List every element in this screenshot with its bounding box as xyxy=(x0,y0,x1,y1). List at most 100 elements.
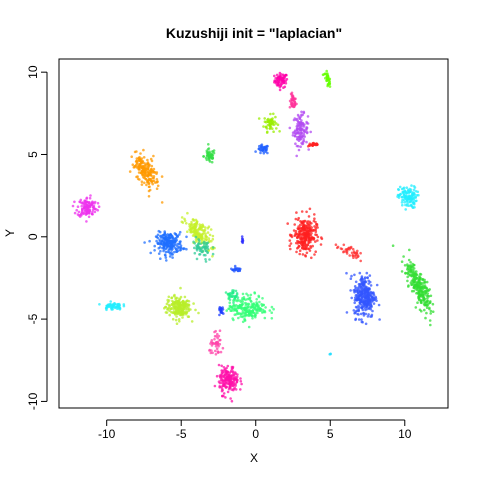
data-point xyxy=(270,311,274,315)
data-point xyxy=(305,126,309,130)
data-point xyxy=(88,196,92,200)
data-point xyxy=(227,373,230,377)
data-point xyxy=(363,287,366,291)
data-point xyxy=(410,184,413,187)
data-point xyxy=(418,308,422,312)
data-point xyxy=(146,158,149,162)
data-point xyxy=(431,310,435,314)
data-point xyxy=(300,242,303,246)
data-point xyxy=(278,130,281,133)
data-point xyxy=(308,142,312,146)
data-point xyxy=(205,154,209,158)
data-point xyxy=(85,209,88,212)
data-point xyxy=(173,306,177,310)
data-point xyxy=(275,127,278,130)
data-point xyxy=(268,122,272,126)
data-point xyxy=(146,175,150,178)
data-point xyxy=(185,222,188,225)
chart-title: Kuzushiji init = "laplacian" xyxy=(166,25,342,41)
data-point xyxy=(210,344,214,347)
data-point xyxy=(351,254,355,257)
data-point xyxy=(300,119,303,122)
data-point xyxy=(176,242,179,246)
data-point xyxy=(321,73,325,77)
data-point xyxy=(195,220,199,223)
data-point xyxy=(304,254,308,258)
data-point xyxy=(173,240,177,243)
data-point xyxy=(241,315,245,318)
data-point xyxy=(206,251,209,255)
data-point xyxy=(87,210,91,213)
data-point xyxy=(213,337,216,341)
data-point xyxy=(400,270,404,273)
data-point xyxy=(164,250,168,254)
data-point xyxy=(313,217,316,220)
data-point xyxy=(406,275,410,279)
data-point xyxy=(274,79,277,83)
data-point xyxy=(412,185,416,188)
data-point xyxy=(299,132,303,135)
data-point xyxy=(406,272,410,276)
data-point xyxy=(155,187,159,190)
data-point xyxy=(179,246,182,249)
data-point xyxy=(183,217,186,221)
data-point xyxy=(177,318,181,321)
data-point xyxy=(417,295,420,299)
data-point xyxy=(261,149,265,152)
data-point xyxy=(223,368,226,372)
data-point xyxy=(263,117,267,120)
data-point xyxy=(194,225,198,229)
data-point xyxy=(218,342,222,346)
data-point xyxy=(423,300,426,304)
data-point xyxy=(239,388,242,391)
data-point xyxy=(147,177,151,181)
data-point xyxy=(431,302,435,306)
data-point xyxy=(345,271,348,275)
data-point xyxy=(284,73,288,77)
data-point xyxy=(414,277,418,281)
data-point xyxy=(155,171,159,174)
data-point xyxy=(311,236,315,240)
data-point xyxy=(410,289,414,293)
data-point xyxy=(354,311,357,315)
data-point xyxy=(191,218,195,221)
data-point xyxy=(272,307,275,311)
data-point xyxy=(368,307,371,310)
data-point xyxy=(213,330,216,334)
data-point xyxy=(182,305,186,309)
data-point xyxy=(353,291,356,294)
data-point xyxy=(200,250,203,254)
data-point xyxy=(302,228,305,231)
data-point xyxy=(401,191,405,194)
data-point xyxy=(173,250,176,254)
data-point xyxy=(155,239,158,243)
data-point xyxy=(419,300,423,303)
data-point xyxy=(309,237,312,241)
data-point xyxy=(297,240,301,244)
data-point xyxy=(409,265,412,269)
data-point xyxy=(253,292,257,295)
data-point xyxy=(367,287,370,291)
data-point xyxy=(139,171,143,175)
data-point xyxy=(345,250,348,253)
data-point xyxy=(294,217,298,221)
data-point xyxy=(315,222,318,226)
y-tick-label: 0 xyxy=(26,233,40,240)
data-point xyxy=(279,84,283,88)
data-point xyxy=(294,232,297,235)
data-point xyxy=(146,181,149,184)
data-point xyxy=(352,289,356,292)
data-point xyxy=(354,294,358,297)
data-point xyxy=(161,234,165,237)
data-point xyxy=(179,244,183,247)
data-point xyxy=(268,127,272,130)
data-point xyxy=(181,308,185,312)
data-point xyxy=(218,386,221,389)
data-point xyxy=(410,267,413,271)
data-point xyxy=(118,307,122,310)
data-point xyxy=(193,228,197,232)
data-point xyxy=(353,301,357,305)
data-point xyxy=(410,283,413,287)
data-point xyxy=(236,267,239,270)
points-layer xyxy=(71,69,435,403)
